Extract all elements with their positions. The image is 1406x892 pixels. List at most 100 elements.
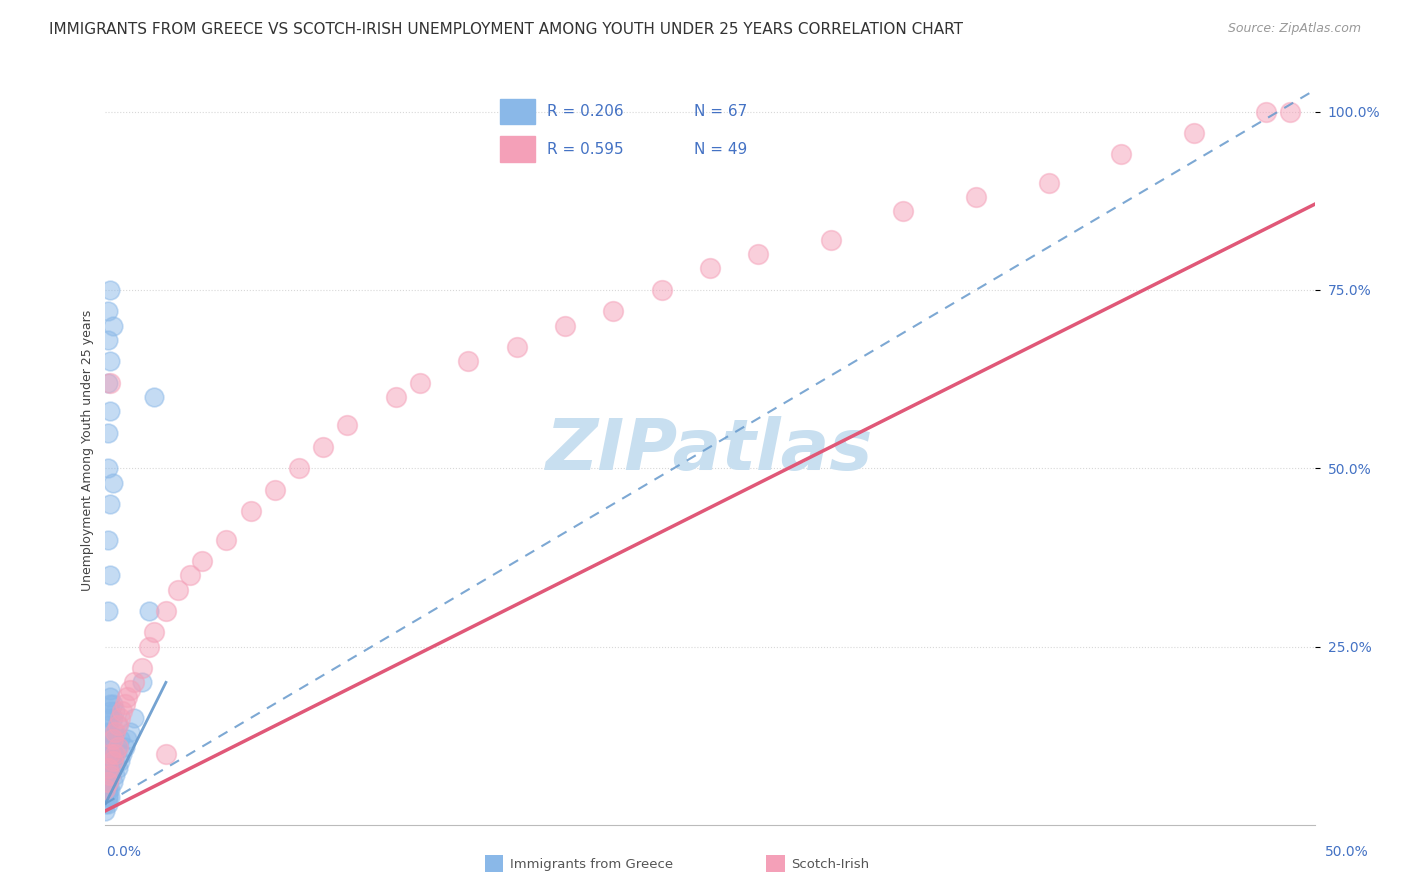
Text: Source: ZipAtlas.com: Source: ZipAtlas.com [1227,22,1361,36]
Text: 50.0%: 50.0% [1324,845,1369,859]
Text: Immigrants from Greece: Immigrants from Greece [510,858,673,871]
Point [602,304,624,318]
Text: IMMIGRANTS FROM GREECE VS SCOTCH-IRISH UNEMPLOYMENT AMONG YOUTH UNDER 25 YEARS C: IMMIGRANTS FROM GREECE VS SCOTCH-IRISH U… [49,22,963,37]
Point [98,789,121,804]
Point [1256,104,1278,119]
Point [94,782,117,797]
Point [97,604,120,618]
Point [263,483,285,497]
Point [97,732,120,747]
Point [167,582,190,597]
Point [107,739,129,754]
Point [104,725,127,739]
Point [114,739,136,754]
Point [97,533,120,547]
Point [97,761,120,775]
Point [94,804,117,818]
Point [98,747,121,761]
Point [409,376,432,390]
Point [97,461,120,475]
Point [505,340,527,354]
Point [97,789,120,804]
Point [114,697,136,711]
Point [554,318,576,333]
Point [97,747,120,761]
Point [97,725,120,739]
Point [97,768,120,782]
Point [115,690,138,704]
Point [98,782,121,797]
Point [747,247,769,261]
Text: 0.0%: 0.0% [107,845,141,859]
Point [312,440,335,454]
Point [101,732,124,747]
Point [101,475,124,490]
Point [155,604,177,618]
Point [98,754,121,768]
Point [138,640,160,654]
Point [98,404,121,418]
Point [98,376,121,390]
Point [131,675,153,690]
Point [97,782,120,797]
Point [336,418,359,433]
Point [108,711,131,725]
Point [101,761,124,775]
Point [118,682,141,697]
Point [893,204,915,219]
Point [98,568,121,582]
Point [97,768,120,782]
Point [97,425,120,440]
Point [111,747,134,761]
Point [98,768,121,782]
Point [288,461,311,475]
Point [699,261,721,276]
Point [97,754,120,768]
Point [101,732,124,747]
Point [94,797,117,811]
Point [107,718,129,732]
Point [97,782,120,797]
Point [124,675,146,690]
Point [111,704,134,718]
Point [457,354,479,368]
Point [97,761,120,775]
Text: ZIPatlas: ZIPatlas [547,416,873,485]
Point [98,711,121,725]
Point [104,768,127,782]
Point [965,190,987,204]
Point [104,725,127,739]
Point [115,732,138,747]
Point [97,718,120,732]
Point [104,747,127,761]
Point [101,711,124,725]
Point [118,725,141,739]
Point [97,775,120,789]
Point [138,604,160,618]
Point [179,568,201,582]
Point [101,775,124,789]
Point [131,661,153,675]
Point [1182,126,1205,140]
Point [239,504,262,518]
Point [155,747,177,761]
Point [101,697,124,711]
Point [97,376,120,390]
Point [98,739,121,754]
Point [108,754,131,768]
Point [98,704,121,718]
Point [98,682,121,697]
Point [97,761,120,775]
Point [101,747,124,761]
Point [142,625,165,640]
Point [97,739,120,754]
Point [215,533,238,547]
Point [97,333,120,347]
Point [1279,104,1302,119]
Point [98,354,121,368]
Y-axis label: Unemployment Among Youth under 25 years: Unemployment Among Youth under 25 years [82,310,94,591]
Point [191,554,214,568]
Point [820,233,842,247]
Point [104,747,127,761]
Text: Scotch-Irish: Scotch-Irish [792,858,870,871]
